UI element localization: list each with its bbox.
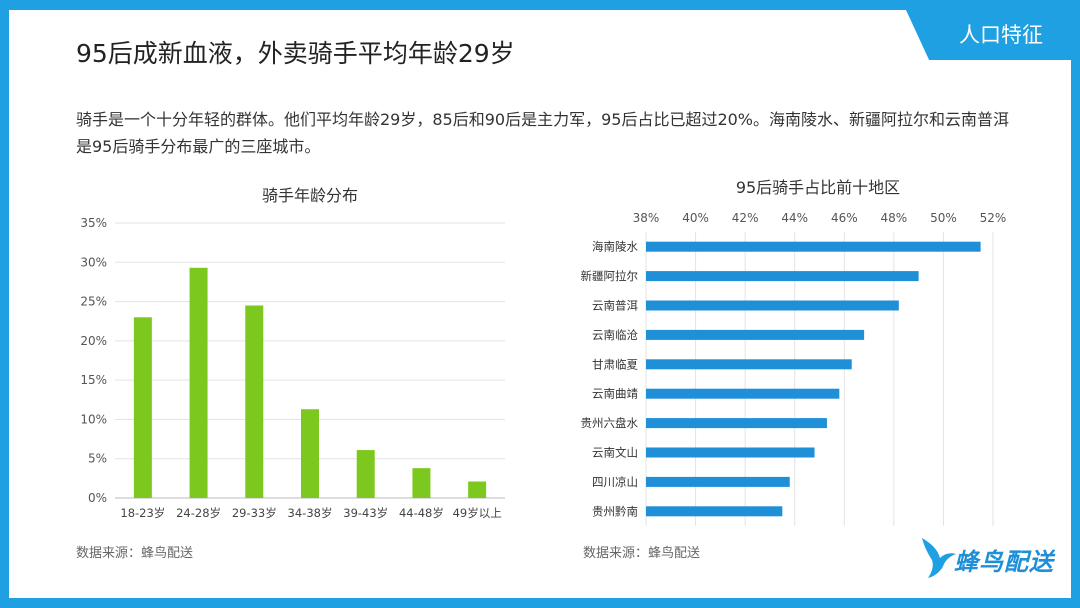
bar [133,317,152,498]
y-tick-label: 云南文山 [592,446,638,460]
left-chart-source: 数据来源：蜂鸟配送 [76,546,194,561]
bar [189,267,208,498]
x-tick-label: 39-43岁 [343,506,388,520]
bar [646,418,827,429]
bar [301,409,319,498]
x-tick-label: 38% [633,211,660,225]
section-tag: 人口特征 [906,10,1071,60]
bar [245,305,264,498]
chart-title: 骑手年龄分布 [262,186,358,205]
chart-title: 95后骑手占比前十地区 [736,178,900,197]
bar [646,476,790,487]
y-tick-label: 四川凉山 [592,475,638,489]
y-tick-label: 新疆阿拉尔 [581,269,639,283]
y-tick-label: 20% [80,334,107,348]
x-tick-label: 24-28岁 [176,506,221,520]
bar [646,506,783,517]
right-chart-source: 数据来源：蜂鸟配送 [583,546,701,561]
x-tick-label: 18-23岁 [120,506,165,520]
y-tick-label: 10% [80,412,107,426]
y-tick-label: 贵州六盘水 [581,416,639,430]
bar [646,300,899,311]
x-tick-label: 49岁以上 [453,506,502,520]
description-text: 骑手是一个十分年轻的群体。他们平均年龄29岁，85后和90后是主力军，95后占比… [76,110,1010,156]
bottom-frame-bar [0,598,1080,608]
logo-text: 蜂鸟配送 [954,548,1054,576]
x-tick-label: 52% [980,211,1007,225]
hummingbird-icon [922,538,956,578]
x-tick-label: 50% [930,211,957,225]
x-tick-label: 34-38岁 [288,506,333,520]
bar [356,450,375,498]
bar [468,481,487,498]
bar [646,329,865,340]
page-title: 95后成新血液，外卖骑手平均年龄29岁 [76,39,515,68]
y-tick-label: 15% [80,373,107,387]
bar [646,388,840,399]
y-tick-label: 贵州黔南 [592,504,638,518]
bar [646,447,815,458]
x-tick-label: 46% [831,211,858,225]
y-tick-label: 云南曲靖 [592,387,638,401]
x-tick-label: 42% [732,211,759,225]
left-frame-bar [0,0,9,608]
age-distribution-chart: 骑手年龄分布 0% 5% 10% 15% 20% 25% 30% 35% 18-23岁 24-28岁… [80,186,505,520]
bar [412,468,431,498]
y-tick-label: 海南陵水 [592,240,638,254]
x-tick-label: 44-48岁 [399,506,444,520]
top-regions-chart: 95后骑手占比前十地区 38% 40% 42% 44% 46% 48% 50% 52% 海南陵水新… [581,178,1007,526]
y-tick-label: 云南临沧 [592,328,638,342]
x-tick-label: 29-33岁 [232,506,277,520]
y-tick-label: 云南普洱 [592,299,638,313]
y-tick-label: 35% [80,216,107,230]
y-tick-label: 25% [80,295,107,309]
top-frame-bar [0,0,1080,10]
fengniao-logo: 蜂鸟配送 [918,532,1058,582]
right-frame-bar [1071,0,1080,608]
y-tick-label: 甘肃临夏 [592,357,638,371]
y-tick-label: 0% [88,491,107,505]
x-tick-label: 44% [781,211,808,225]
x-tick-label: 40% [682,211,709,225]
bar [646,271,919,282]
bar [646,359,852,370]
x-tick-label: 48% [881,211,908,225]
y-tick-label: 30% [80,255,107,269]
y-tick-label: 5% [88,452,107,466]
bar [646,241,981,252]
